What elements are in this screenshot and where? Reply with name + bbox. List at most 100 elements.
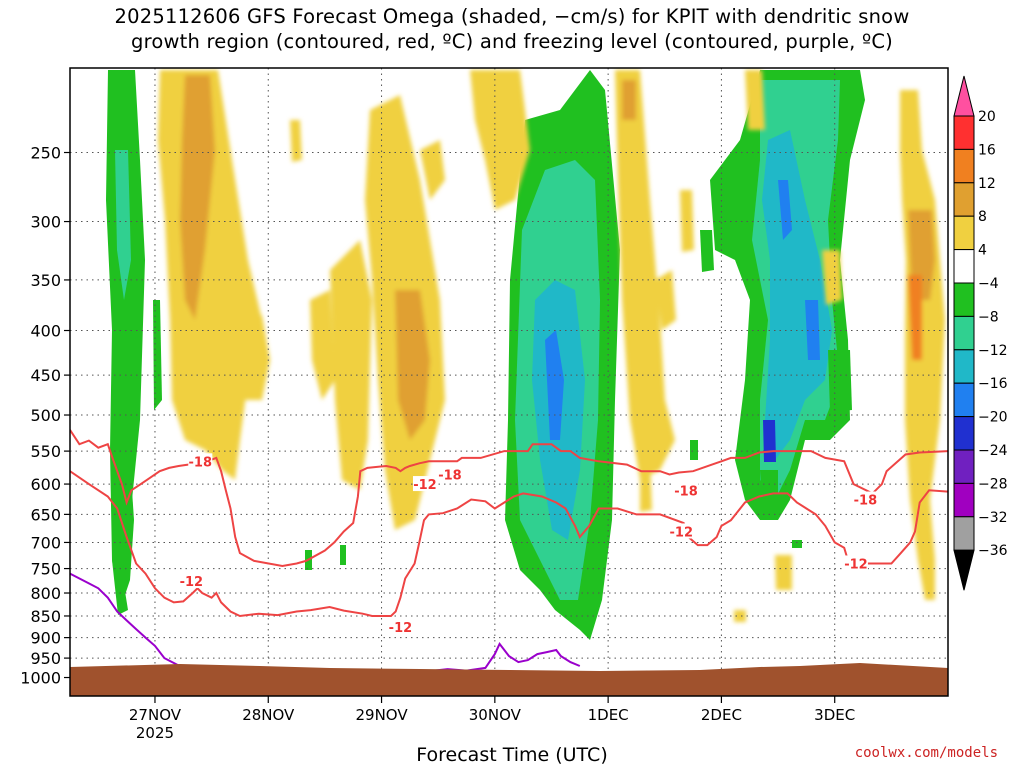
colorbar-swatch — [953, 416, 975, 451]
y-tick-label: 600 — [30, 475, 61, 494]
y-axis: 250 300 350 400 450 500 550 600 650 700 750 800 850 9… — [20, 144, 70, 688]
contour-label-bg — [412, 476, 437, 492]
colorbar-label: −8 — [978, 309, 999, 325]
colorbar-swatch — [953, 215, 975, 251]
colorbar-swatch — [953, 282, 975, 317]
contour-label-bg — [669, 523, 694, 539]
colorbar-swatch — [953, 148, 975, 184]
contour-labels: -18-18-18-18-12-12-12-12-12 — [179, 453, 878, 636]
colorbar-bottom-arrow — [953, 549, 975, 591]
sinking-area-16 — [822, 250, 842, 305]
colorbar-swatch — [953, 115, 975, 150]
rising-area-2 — [115, 150, 131, 300]
y-tick-label: 850 — [30, 607, 61, 626]
colorbar-label: 12 — [978, 176, 996, 192]
colorbar-swatch — [953, 516, 975, 551]
contour-label-bg — [388, 618, 413, 634]
y-tick-label: 400 — [30, 322, 61, 341]
chart-title-line2: growth region (contoured, red, ºC) and f… — [131, 30, 893, 53]
colorbar-swatch — [953, 349, 975, 384]
sinking-area-3 — [235, 315, 270, 400]
contour-label-bg — [179, 572, 204, 588]
contour-label: -12 — [670, 525, 694, 540]
sinking-area-19 — [908, 275, 922, 360]
freezing-level-contour — [70, 572, 581, 675]
dgz-upper-contour-minus18 — [70, 429, 948, 568]
contour-label: -18 — [674, 484, 698, 499]
colorbar-label: 20 — [978, 109, 996, 125]
terrain-band — [70, 663, 948, 696]
colorbar-label: −32 — [978, 510, 1008, 526]
x-tick-label: 28NOV — [242, 706, 295, 724]
colorbar-label: −16 — [978, 376, 1008, 392]
x-tick-sublabel: 2025 — [136, 724, 174, 742]
sinking-area-7 — [310, 290, 335, 400]
sinking-area-12 — [622, 80, 636, 120]
colorbar-label: −24 — [978, 443, 1008, 459]
rising-area-18 — [736, 170, 742, 200]
sinking-area-9 — [420, 140, 445, 200]
x-tick-label: 29NOV — [355, 706, 408, 724]
contour-label: -12 — [844, 557, 868, 572]
y-tick-label: 800 — [30, 584, 61, 603]
chart-title-line1: 2025112606 GFS Forecast Omega (shaded, −… — [114, 5, 910, 28]
y-tick-label: 300 — [30, 213, 61, 232]
x-tick-label: 2DEC — [701, 706, 742, 724]
y-tick-label: 750 — [30, 560, 61, 579]
rising-area-20 — [792, 540, 802, 548]
x-axis-label: Forecast Time (UTC) — [416, 744, 608, 766]
y-tick-label: 1000 — [20, 669, 61, 688]
y-tick-label: 250 — [30, 144, 61, 163]
y-tick-label: 900 — [30, 629, 61, 648]
sinking-area-17 — [900, 90, 945, 600]
colorbar-label: −4 — [978, 276, 999, 292]
sinking-area-15 — [745, 70, 765, 130]
rising-area-16 — [828, 350, 852, 412]
colorbar-swatch — [953, 482, 975, 518]
dgz-lower-contour-minus12 — [70, 470, 948, 618]
colorbar-label: −20 — [978, 410, 1008, 426]
colorbar-label: −12 — [978, 343, 1008, 359]
y-tick-label: 550 — [30, 442, 61, 461]
rising-area-13 — [805, 300, 820, 360]
sinking-area-5 — [395, 290, 430, 440]
rising-area-11 — [762, 130, 832, 460]
sinking-area-21 — [734, 610, 746, 622]
rising-area-14 — [763, 420, 776, 462]
contour-label: -12 — [389, 621, 413, 636]
contour-label: -18 — [438, 468, 462, 483]
rising-motion-areas — [106, 70, 865, 640]
colorbar-label: 8 — [978, 209, 987, 225]
colorbar-swatch — [953, 315, 975, 351]
sinking-area-6 — [330, 240, 372, 490]
rising-area-22 — [340, 545, 346, 565]
y-tick-label: 650 — [30, 505, 61, 524]
sinking-area-13 — [680, 190, 694, 252]
rising-area-3 — [153, 300, 162, 410]
contour-label-bg — [188, 453, 213, 469]
rising-area-17 — [700, 230, 714, 272]
plot-frame — [69, 67, 949, 697]
colorbar-swatch — [953, 182, 975, 217]
contour-label-bg — [853, 491, 878, 507]
colorbar-label: 4 — [978, 243, 987, 259]
y-tick-label: 500 — [30, 406, 61, 425]
colorbar-top-arrow — [953, 75, 975, 117]
x-tick-label: 3DEC — [814, 706, 855, 724]
contour-label: -18 — [189, 455, 213, 470]
colorbar-label: 16 — [978, 142, 996, 158]
y-tick-label: 700 — [30, 533, 61, 552]
sinking-motion-areas — [158, 70, 945, 622]
colorbar-swatch — [953, 382, 975, 418]
y-tick-label: 350 — [30, 271, 61, 290]
x-tick-label: 30NOV — [469, 706, 522, 724]
sinking-area-2 — [180, 75, 215, 320]
colorbar-label: −28 — [978, 476, 1008, 492]
rising-area-15 — [760, 470, 778, 505]
colorbar: 20 16 12 8 4 −4 −8 −12 −16 −20 −24 −28 −32 −36 — [953, 75, 1008, 591]
contour-label-bg — [437, 466, 462, 482]
rising-area-8 — [545, 330, 564, 440]
sinking-area-14 — [655, 270, 676, 330]
